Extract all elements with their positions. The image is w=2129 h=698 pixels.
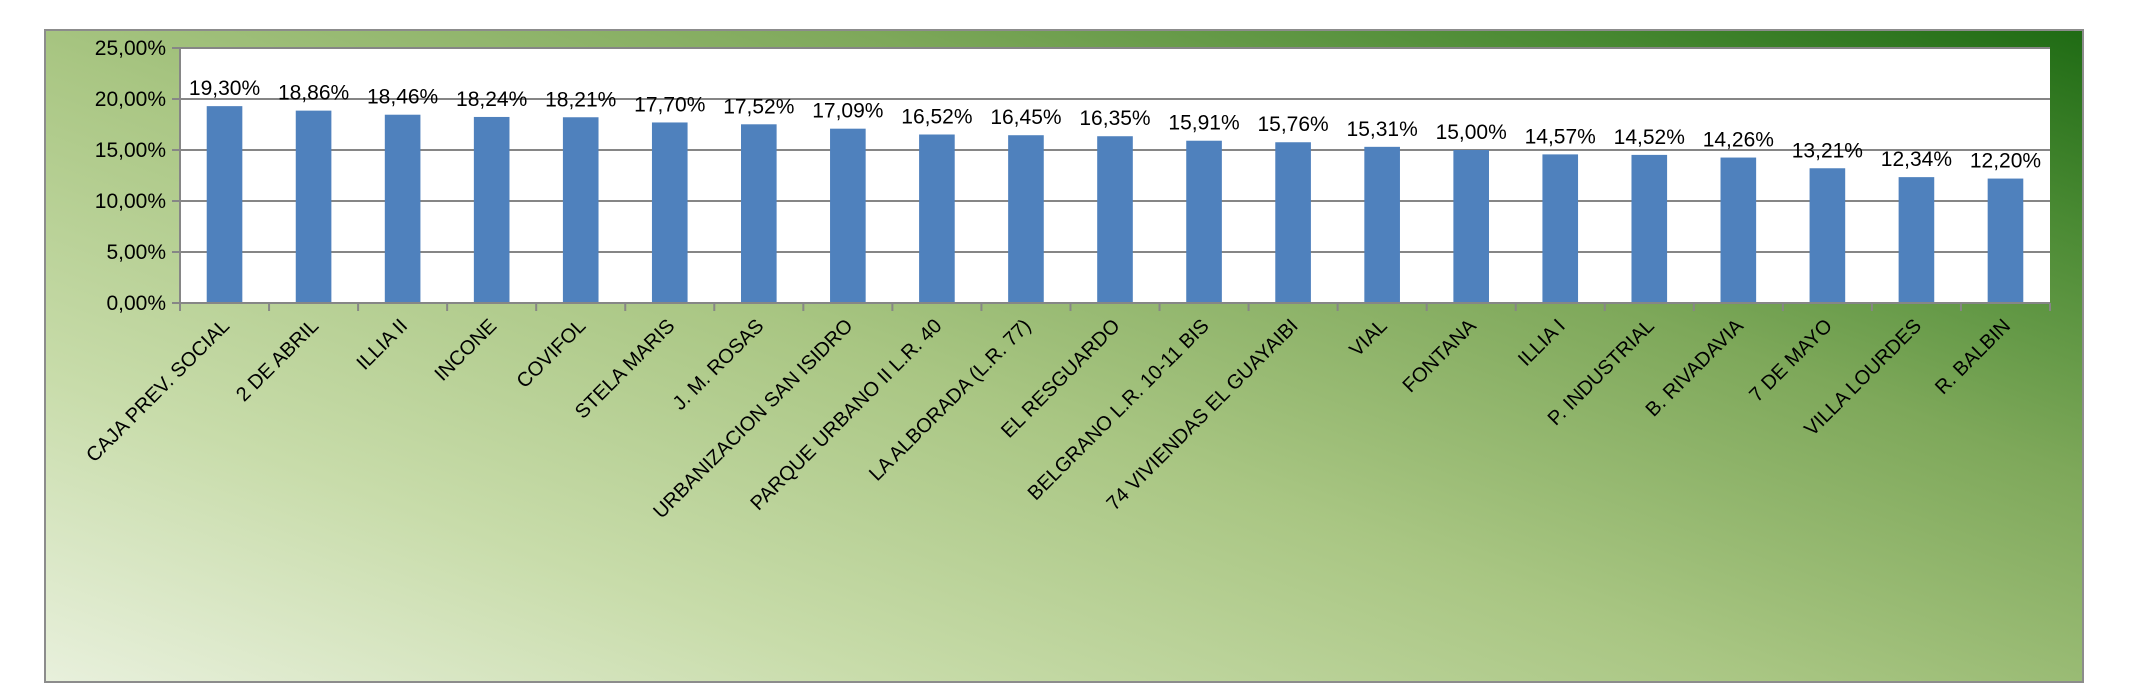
- x-tick-label: 74 VIVIENDAS EL GUAYAIBI: [1103, 315, 1303, 515]
- data-label: 15,31%: [1347, 118, 1418, 141]
- bar: [1008, 135, 1044, 303]
- bar: [1364, 146, 1400, 303]
- bar: [1809, 168, 1846, 303]
- x-tick-label: 7 DE MAYO: [1745, 315, 1837, 407]
- bar: [1186, 140, 1222, 303]
- data-label: 12,20%: [1970, 150, 2041, 173]
- x-tick-label: FONTANA: [1399, 315, 1482, 398]
- data-label: 14,57%: [1525, 125, 1596, 148]
- x-tick-label: 2 DE ABRIL: [232, 315, 323, 406]
- axes: [172, 47, 2051, 311]
- x-tick-label: PARQUE URBANO II L.R. 40: [746, 315, 946, 515]
- data-label: 18,24%: [456, 88, 527, 111]
- bar: [741, 124, 777, 304]
- x-tick-label: ILLIA I: [1514, 315, 1570, 371]
- data-label: 13,21%: [1792, 139, 1863, 162]
- data-label: 15,76%: [1257, 113, 1328, 136]
- bar: [295, 110, 332, 304]
- y-tick-label: 20,00%: [95, 88, 166, 111]
- data-label: 17,52%: [723, 95, 794, 118]
- x-tick-label: CAJA PREV. SOCIAL: [82, 315, 234, 467]
- chart-frame: 0,00% 5,00% 10,00% 15,00% 20,00% 25,00% 19,30…: [44, 29, 2084, 683]
- x-tick-label: BELGRANO L.R. 10-11 BIS: [1024, 315, 1214, 505]
- x-tick-label: LA ALBORADA (L.R. 77): [865, 315, 1035, 485]
- data-label: 16,52%: [901, 105, 972, 128]
- bar-chart: 0,00% 5,00% 10,00% 15,00% 20,00% 25,00% 19,30…: [82, 37, 2051, 524]
- data-labels: 19,30% 18,86% 18,46% 18,24% 18,21% 17,70% 17,5…: [189, 77, 2041, 172]
- data-label: 15,00%: [1436, 121, 1507, 144]
- x-tick-label: VIAL: [1345, 315, 1391, 361]
- x-tick-label: J. M. ROSAS: [669, 315, 769, 415]
- x-tick-label: INCONE: [431, 315, 502, 386]
- y-tick-label: 25,00%: [95, 37, 166, 60]
- bar: [473, 116, 510, 304]
- y-tick-labels: 0,00% 5,00% 10,00% 15,00% 20,00% 25,00%: [95, 37, 166, 315]
- bar: [562, 117, 599, 304]
- bar: [384, 114, 421, 303]
- bar: [1542, 154, 1579, 303]
- bar: [1275, 142, 1311, 303]
- data-label: 17,09%: [812, 100, 883, 123]
- data-label: 19,30%: [189, 77, 260, 100]
- data-label: 17,70%: [634, 93, 705, 116]
- y-tick-label: 0,00%: [106, 292, 166, 315]
- data-label: 18,21%: [545, 88, 616, 111]
- y-tick-label: 15,00%: [95, 139, 166, 162]
- x-tick-label: COVIFOL: [513, 315, 591, 393]
- data-label: 18,46%: [367, 86, 438, 109]
- bars: [206, 106, 2024, 304]
- data-label: 16,45%: [990, 106, 1061, 129]
- x-tick-label: ILLIA II: [353, 315, 413, 375]
- y-tick-label: 10,00%: [95, 190, 166, 213]
- bar: [1631, 154, 1668, 303]
- x-tick-label: R. BALBIN: [1931, 315, 2015, 399]
- bar: [830, 128, 866, 303]
- data-label: 14,52%: [1614, 126, 1685, 149]
- bar: [1453, 150, 1489, 303]
- bar: [1097, 136, 1133, 303]
- y-tick-label: 5,00%: [106, 241, 166, 264]
- data-label: 12,34%: [1881, 148, 1952, 171]
- bar: [919, 134, 955, 303]
- data-label: 15,91%: [1168, 112, 1239, 135]
- bar: [1987, 178, 2024, 303]
- data-label: 18,86%: [278, 82, 349, 105]
- bar: [1898, 177, 1935, 303]
- data-label: 16,35%: [1079, 107, 1150, 130]
- bar: [651, 122, 688, 304]
- data-label: 14,26%: [1703, 129, 1774, 152]
- bar: [206, 106, 243, 303]
- bar: [1720, 157, 1757, 303]
